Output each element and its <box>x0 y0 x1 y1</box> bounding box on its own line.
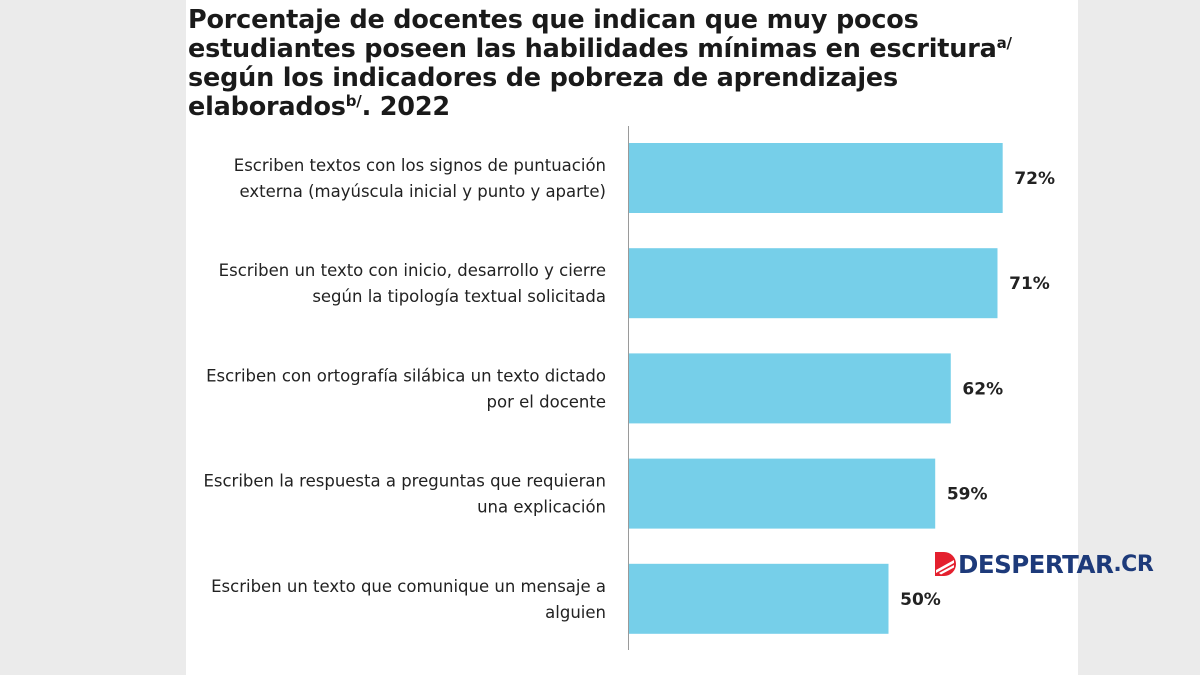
bars-layer: 72% Escriben textos con los signos de pun… <box>203 143 1055 634</box>
title-text-1: Porcentaje de docentes que indican que m… <box>188 5 997 64</box>
category-label-1-line-1: Escriben textos con los signos de puntua… <box>234 156 606 175</box>
bar-1 <box>629 143 1003 213</box>
category-label-5-line-1: Escriben un texto que comunique un mensa… <box>211 577 606 596</box>
value-label-3: 62% <box>962 379 1003 399</box>
title-footnote-b: b/ <box>345 92 362 110</box>
category-label-3-line-2: por el docente <box>487 392 606 411</box>
bar-2 <box>629 248 998 319</box>
value-label-5: 50% <box>900 590 941 610</box>
value-label-2: 71% <box>1009 274 1050 294</box>
category-label-5-line-2: alguien <box>545 603 606 622</box>
title-footnote-a: a/ <box>996 34 1012 52</box>
bar-3 <box>629 353 951 424</box>
category-label-3-line-1: Escriben con ortografía silábica un text… <box>206 366 606 385</box>
value-label-4: 59% <box>947 485 988 505</box>
despertar-logo-suffix: .CR <box>1113 551 1154 577</box>
bar-5 <box>629 563 889 634</box>
despertar-logo-word: DESPERTAR <box>958 549 1114 579</box>
category-label-2-line-1: Escriben un texto con inicio, desarrollo… <box>219 261 606 280</box>
value-label-1: 72% <box>1014 169 1055 189</box>
title-text-2: según los indicadores de pobreza de apre… <box>188 63 898 122</box>
title-text-3: . 2022 <box>361 92 451 122</box>
category-label-1-line-2: externa (mayúscula inicial y punto y apa… <box>240 182 606 201</box>
category-label-4-line-2: una explicación <box>477 498 606 517</box>
chart-title: Porcentaje de docentes que indican que m… <box>188 6 1088 122</box>
despertar-logo-mark <box>935 552 956 576</box>
category-label-2-line-2: según la tipología textual solicitada <box>312 287 606 306</box>
chart-panel <box>186 0 1078 675</box>
bar-4 <box>629 458 936 529</box>
category-label-4-line-1: Escriben la respuesta a preguntas que re… <box>203 472 606 491</box>
despertar-logo: DESPERTAR .CR <box>934 548 1154 580</box>
